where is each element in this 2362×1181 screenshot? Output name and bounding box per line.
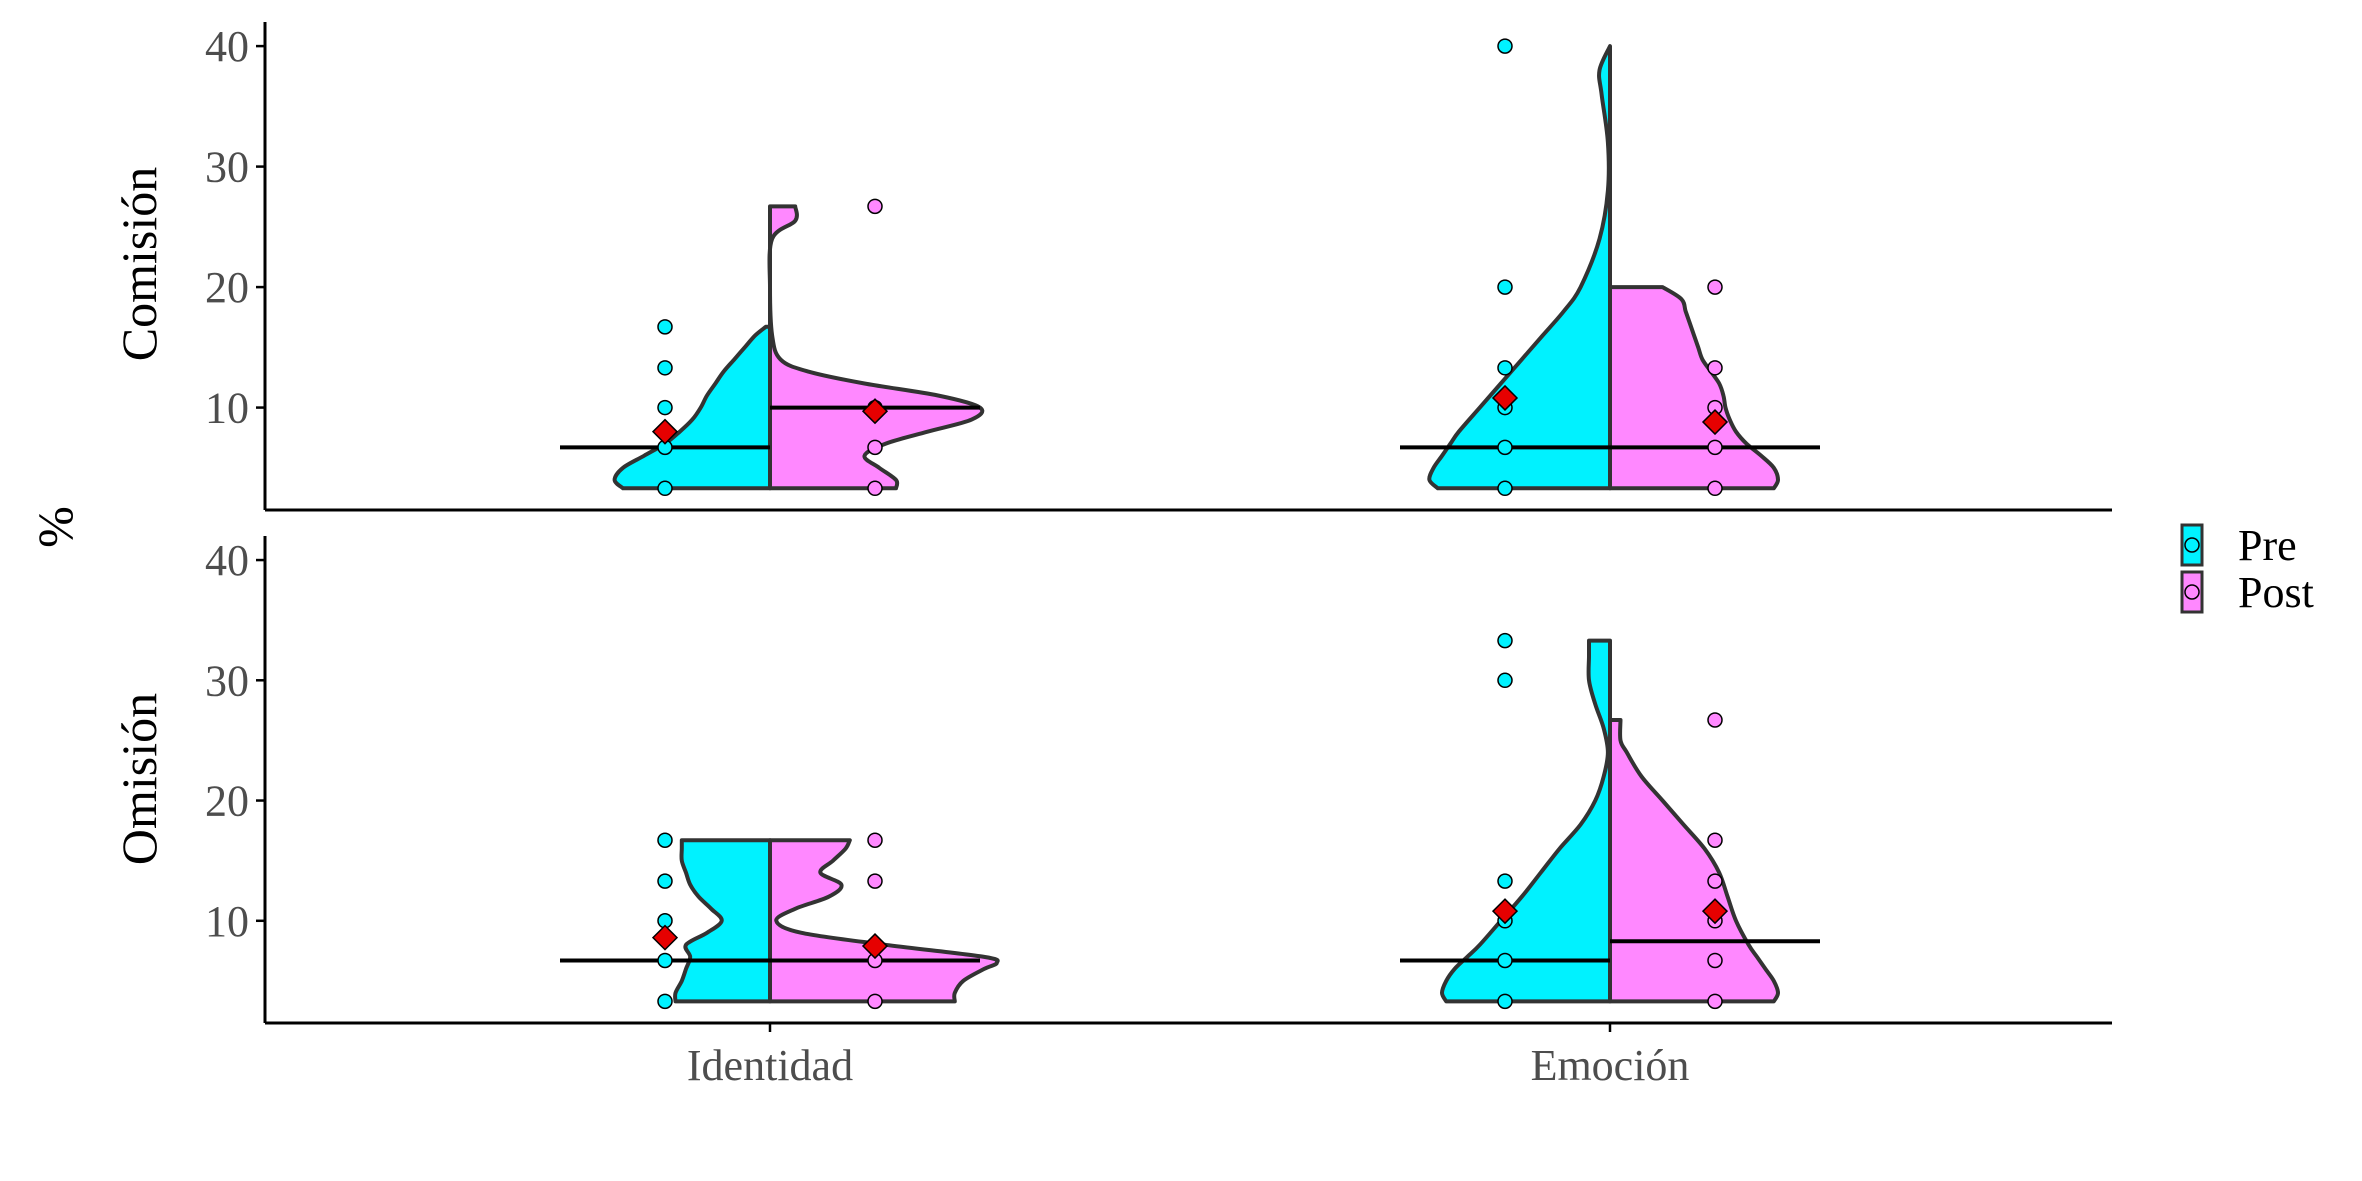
mean-marker-pre-comision-identidad [651,418,679,445]
mean-marker-pre-omision-identidad [651,924,679,951]
data-point-post-comision-emocion-1 [1707,439,1723,456]
data-point-pre-comision-emocion-1 [1497,439,1513,456]
plot-layer: 10 20 30 40 10 20 30 40 Identidad Emoción [205,22,2112,1090]
mean-marker-post-omision-identidad [861,932,889,960]
y-tick-label-omision-10: 10 [205,897,249,946]
violin-post-comision-identidad [767,204,985,491]
data-point-pre-comision-emocion-5 [1497,38,1513,54]
violin-post-comision-emocion [1608,285,1780,491]
data-point-post-omision-emocion-1 [1707,952,1723,969]
y-tick-label-omision-30: 30 [205,656,249,705]
violin-pre-omision-identidad [673,838,772,1004]
violin-post-omision-identidad [768,838,1000,1004]
data-point-pre-omision-identidad-3 [657,873,673,889]
data-point-post-omision-emocion-3 [1707,873,1723,889]
data-point-pre-omision-emocion-5 [1497,632,1513,649]
y-tick-label-omision-40: 40 [205,536,249,585]
violin-post-omision-emocion [1608,718,1780,1004]
data-point-pre-omision-identidad-4 [657,832,673,848]
data-point-post-omision-emocion-5 [1707,712,1723,728]
data-point-post-omision-emocion-0 [1707,993,1723,1010]
legend-key-pre-point [2184,537,2200,553]
data-point-pre-comision-identidad-4 [657,319,673,335]
data-point-pre-comision-identidad-0 [657,480,673,497]
data-point-post-omision-identidad-3 [867,832,883,848]
data-point-post-omision-identidad-0 [867,993,883,1010]
y-axis-title: % [27,506,83,548]
data-point-pre-omision-emocion-4 [1497,672,1513,689]
data-point-post-comision-identidad-0 [867,480,883,497]
panel-strip-label-comision: Comisión [111,167,167,361]
data-point-pre-comision-identidad-2 [657,399,673,416]
mean-marker-pre-omision-emocion [1491,898,1519,925]
data-point-post-comision-emocion-4 [1707,279,1723,295]
data-point-pre-omision-emocion-0 [1497,993,1513,1010]
legend-label-post: Post [2238,568,2314,617]
mean-marker-post-comision-identidad [861,398,889,425]
mean-marker-post-omision-emocion [1701,898,1729,925]
data-point-post-omision-identidad-2 [867,873,883,889]
data-point-pre-omision-emocion-3 [1497,873,1513,889]
panel-strip-label-omision: Omisión [111,693,167,865]
data-point-post-comision-emocion-0 [1707,480,1723,497]
data-point-pre-comision-emocion-4 [1497,279,1513,295]
y-tick-label-comision-30: 30 [205,143,249,192]
data-point-post-comision-identidad-3 [867,198,883,215]
legend-label-pre: Pre [2238,521,2297,570]
data-point-post-omision-emocion-4 [1707,832,1723,848]
legend-key-post-point [2184,584,2200,600]
data-point-pre-omision-emocion-1 [1497,952,1513,969]
data-point-post-comision-identidad-1 [867,439,883,456]
data-point-pre-comision-identidad-3 [657,360,673,376]
legend: Pre Post [2180,521,2314,617]
data-point-pre-omision-identidad-1 [657,952,673,969]
violin-pre-comision-identidad [612,324,772,491]
violin-pre-omision-emocion [1440,638,1612,1004]
x-tick-label-identidad: Identidad [687,1041,853,1090]
x-tick-label-emocion: Emoción [1531,1041,1690,1090]
mean-marker-pre-comision-emocion [1491,384,1519,412]
mean-marker-post-comision-emocion [1701,408,1729,436]
y-tick-label-omision-20: 20 [205,777,249,826]
data-point-post-comision-emocion-3 [1707,360,1723,376]
y-tick-label-comision-20: 20 [205,263,249,312]
data-point-pre-omision-identidad-0 [657,993,673,1010]
data-point-pre-comision-emocion-0 [1497,480,1513,497]
violin-pre-comision-emocion [1427,44,1612,491]
data-point-pre-comision-emocion-3 [1497,360,1513,376]
y-tick-label-comision-40: 40 [205,22,249,71]
y-tick-label-comision-10: 10 [205,384,249,433]
